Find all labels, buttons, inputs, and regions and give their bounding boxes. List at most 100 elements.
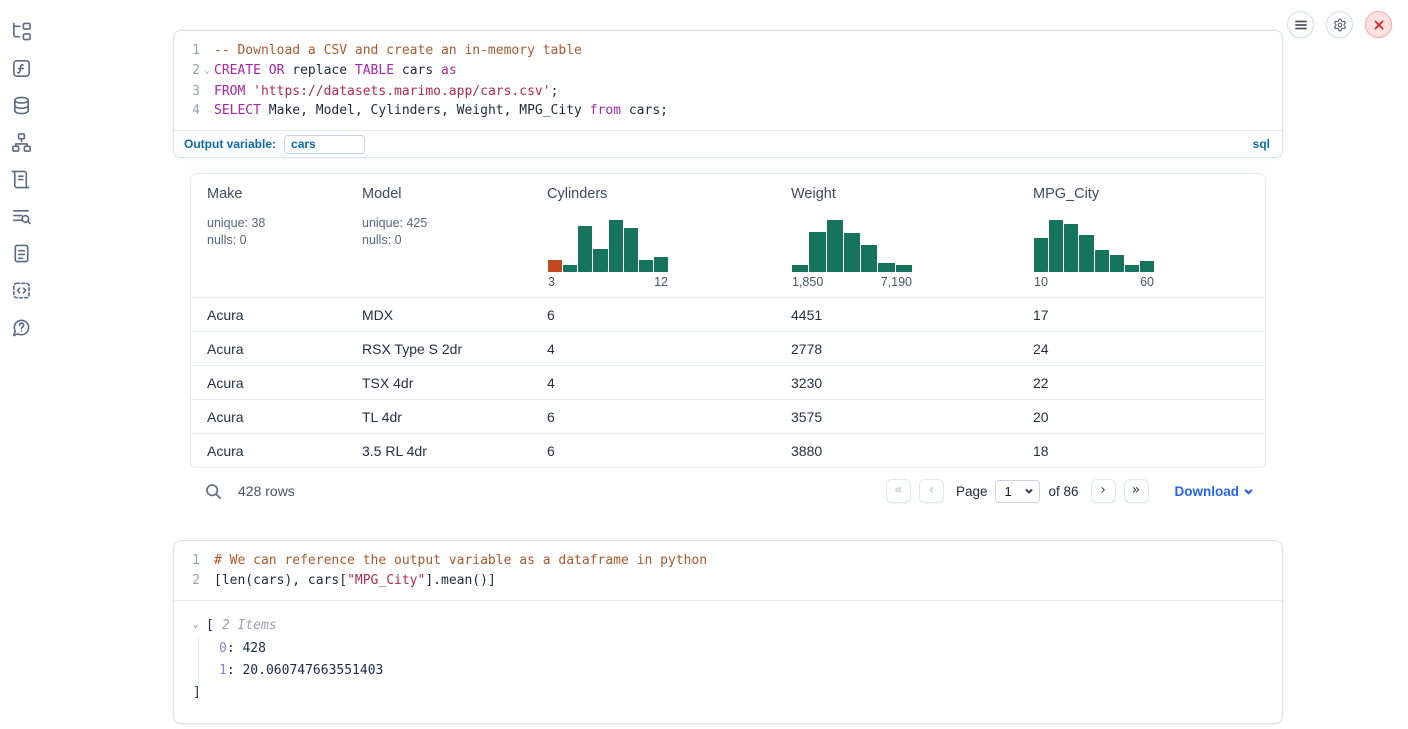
fold-marker-icon[interactable]: ⌄ bbox=[200, 61, 214, 82]
code-line: 1-- Download a CSV and create an in-memo… bbox=[174, 41, 1282, 61]
code-text: -- Download a CSV and create an in-memor… bbox=[214, 41, 582, 61]
line-number: 3 bbox=[174, 82, 200, 102]
previous-page-button[interactable]: ‹ bbox=[919, 479, 944, 503]
axis-max-label: 12 bbox=[654, 275, 668, 289]
histogram-bar[interactable] bbox=[1034, 238, 1048, 272]
histogram-bar[interactable] bbox=[624, 228, 638, 272]
code-token: CREATE bbox=[214, 63, 261, 78]
histogram-bar[interactable] bbox=[1049, 220, 1063, 272]
column-header-make[interactable]: Makeunique: 38nulls: 0 bbox=[191, 174, 346, 297]
histogram-bar[interactable] bbox=[878, 263, 894, 272]
file-tree-icon bbox=[11, 21, 32, 42]
histogram-bar[interactable] bbox=[548, 260, 562, 272]
column-label: Cylinders bbox=[547, 186, 767, 202]
sql-code-editor[interactable]: 1-- Download a CSV and create an in-memo… bbox=[174, 31, 1282, 130]
table-cell: 4 bbox=[531, 332, 775, 365]
shutdown-button[interactable] bbox=[1365, 11, 1392, 38]
column-histogram: 1,8507,190 bbox=[792, 220, 912, 289]
column-stat: nulls: 0 bbox=[362, 232, 523, 249]
code-line: 2[len(cars), cars["MPG_City"].mean()] bbox=[174, 571, 1282, 591]
menu-button[interactable] bbox=[1287, 11, 1314, 38]
table-cell: MDX bbox=[346, 298, 531, 331]
table-cell: Acura bbox=[191, 298, 346, 331]
axis-max-label: 60 bbox=[1140, 275, 1154, 289]
text-search-icon bbox=[11, 206, 32, 227]
function-square-icon bbox=[11, 58, 32, 79]
histogram-bar[interactable] bbox=[1079, 235, 1093, 272]
pagination: « ‹ Page 1 of 86 › » Download bbox=[886, 479, 1254, 503]
histogram-bar[interactable] bbox=[896, 265, 912, 272]
sidebar-item-data-sources[interactable] bbox=[10, 94, 32, 116]
column-header-model[interactable]: Modelunique: 425nulls: 0 bbox=[346, 174, 531, 297]
histogram-bar[interactable] bbox=[1110, 255, 1124, 272]
code-token: ; bbox=[551, 84, 559, 99]
histogram-bar[interactable] bbox=[1095, 250, 1109, 272]
code-token: ].mean()] bbox=[425, 573, 495, 588]
histogram-bar[interactable] bbox=[563, 265, 577, 272]
histogram-bar[interactable] bbox=[1140, 261, 1154, 272]
table-cell: 4 bbox=[531, 366, 775, 399]
gutter-spacer bbox=[200, 41, 214, 61]
table-row[interactable]: AcuraTL 4dr6357520 bbox=[191, 399, 1265, 433]
table-row[interactable]: AcuraTSX 4dr4323022 bbox=[191, 365, 1265, 399]
sidebar-item-help[interactable] bbox=[10, 316, 32, 338]
histogram-bar[interactable] bbox=[578, 226, 592, 272]
histogram-bar[interactable] bbox=[1125, 265, 1139, 272]
histogram-bar[interactable] bbox=[609, 220, 623, 272]
column-header-weight[interactable]: Weight1,8507,190 bbox=[775, 174, 1017, 297]
table-cell: 22 bbox=[1017, 366, 1265, 399]
sidebar-item-functions[interactable] bbox=[10, 57, 32, 79]
table-cell: 3880 bbox=[775, 434, 1017, 467]
histogram-bars bbox=[1034, 220, 1154, 272]
code-text: CREATE OR replace TABLE cars as bbox=[214, 61, 457, 82]
code-line: 3FROM 'https://datasets.marimo.app/cars.… bbox=[174, 82, 1282, 102]
histogram-bar[interactable] bbox=[1064, 224, 1078, 272]
table-cell: 17 bbox=[1017, 298, 1265, 331]
search-button[interactable] bbox=[205, 483, 222, 500]
python-code-editor[interactable]: 1# We can reference the output variable … bbox=[174, 541, 1282, 599]
sidebar-item-logs[interactable] bbox=[10, 205, 32, 227]
histogram-bar[interactable] bbox=[639, 260, 653, 272]
sidebar-item-dependency-graph[interactable] bbox=[10, 131, 32, 153]
column-label: Make bbox=[207, 186, 338, 202]
histogram-bar[interactable] bbox=[861, 245, 877, 272]
table-cell: RSX Type S 2dr bbox=[346, 332, 531, 365]
code-text: [len(cars), cars["MPG_City"].mean()] bbox=[214, 571, 496, 591]
sidebar-item-documentation[interactable] bbox=[10, 242, 32, 264]
table-cell: Acura bbox=[191, 400, 346, 433]
column-header-cylinders[interactable]: Cylinders 312 bbox=[531, 174, 775, 297]
histogram-bar[interactable] bbox=[827, 220, 843, 272]
tree-entry: 0: 428 bbox=[219, 638, 1262, 661]
settings-button[interactable] bbox=[1326, 11, 1353, 38]
column-histogram: 312 bbox=[548, 220, 668, 289]
page-select[interactable]: 1 bbox=[995, 480, 1040, 503]
histogram-bar[interactable] bbox=[809, 232, 825, 273]
next-page-button[interactable]: › bbox=[1091, 479, 1116, 503]
sidebar-item-snippets[interactable] bbox=[10, 279, 32, 301]
first-page-button[interactable]: « bbox=[886, 479, 911, 503]
histogram-bar[interactable] bbox=[593, 249, 607, 272]
download-button[interactable]: Download bbox=[1175, 484, 1255, 499]
table-row[interactable]: Acura3.5 RL 4dr6388018 bbox=[191, 433, 1265, 467]
histogram-bars bbox=[792, 220, 912, 272]
last-page-button[interactable]: » bbox=[1124, 479, 1149, 503]
table-row[interactable]: AcuraRSX Type S 2dr4277824 bbox=[191, 331, 1265, 365]
table-cell: 6 bbox=[531, 434, 775, 467]
page-label: Page bbox=[956, 484, 988, 499]
histogram-bar[interactable] bbox=[654, 257, 668, 273]
table-row[interactable]: AcuraMDX6445117 bbox=[191, 297, 1265, 331]
sql-cell-footer: Output variable: sql bbox=[174, 130, 1282, 157]
tree-entry-key: 1 bbox=[219, 663, 227, 678]
code-token: SELECT bbox=[214, 103, 261, 118]
line-number: 2 bbox=[174, 61, 200, 82]
histogram-bar[interactable] bbox=[844, 233, 860, 273]
sidebar-item-file-explorer[interactable] bbox=[10, 20, 32, 42]
histogram-bar[interactable] bbox=[792, 265, 808, 272]
output-variable-input[interactable] bbox=[284, 135, 365, 154]
column-header-mpg_city[interactable]: MPG_City1060 bbox=[1017, 174, 1265, 297]
collapse-caret-icon[interactable]: ⌄ bbox=[193, 620, 206, 630]
column-stat: unique: 425 bbox=[362, 215, 523, 232]
code-token: FROM bbox=[214, 84, 245, 99]
sidebar-item-scratchpad[interactable] bbox=[10, 168, 32, 190]
code-token bbox=[245, 84, 253, 99]
